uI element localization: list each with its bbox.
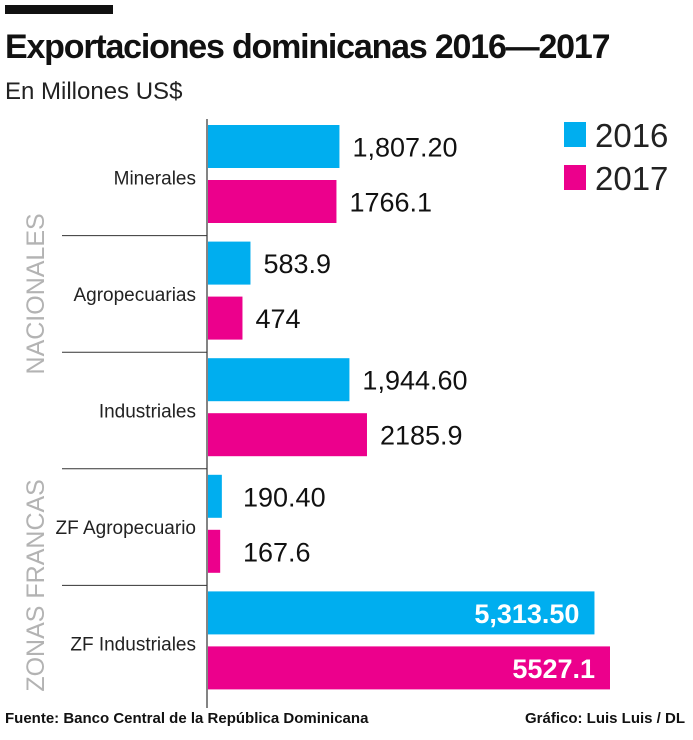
group-label: ZONAS FRANCAS xyxy=(22,479,50,692)
credit-note: Gráfico: Luis Luis / DL xyxy=(524,710,685,727)
legend-swatch-2016 xyxy=(564,122,586,147)
bar-2016 xyxy=(208,591,595,635)
chart-subtitle: En Millones US$ xyxy=(5,78,183,105)
bar-2017 xyxy=(208,180,337,223)
source-note: Fuente: Banco Central de la República Do… xyxy=(5,710,369,727)
data-label: 167.6 xyxy=(243,537,311,567)
data-label: 474 xyxy=(255,304,300,334)
data-label: 5,313.50 xyxy=(474,599,579,629)
legend-swatch-2017 xyxy=(564,165,586,190)
category-label: ZF Industriales xyxy=(70,635,196,656)
bar-2016 xyxy=(208,125,340,168)
category-label: Industriales xyxy=(99,402,196,423)
data-label: 583.9 xyxy=(263,249,331,279)
data-label: 190.40 xyxy=(243,482,326,512)
bar-2017 xyxy=(208,529,221,573)
data-label: 1766.1 xyxy=(349,188,432,218)
chart-title: Exportaciones dominicanas 2016—2017 xyxy=(5,28,611,66)
bar-2016 xyxy=(208,241,251,285)
category-label: ZF Agropecuario xyxy=(56,518,196,539)
bar-2016 xyxy=(208,358,350,402)
bar-2017 xyxy=(208,296,243,340)
data-label: 5527.1 xyxy=(512,654,595,684)
legend-label: 2017 xyxy=(595,160,668,197)
data-label: 1,944.60 xyxy=(362,366,467,396)
category-label: Agropecuarias xyxy=(73,285,196,306)
bar-2016 xyxy=(208,474,222,518)
bar-2017 xyxy=(208,413,367,457)
category-label: Minerales xyxy=(114,168,196,189)
bar-2017 xyxy=(208,646,610,690)
data-label: 1,807.20 xyxy=(352,133,457,163)
top-accent-bar xyxy=(5,5,113,14)
data-label: 2185.9 xyxy=(380,421,463,451)
legend-label: 2016 xyxy=(595,117,668,154)
group-label: NACIONALES xyxy=(22,213,50,374)
